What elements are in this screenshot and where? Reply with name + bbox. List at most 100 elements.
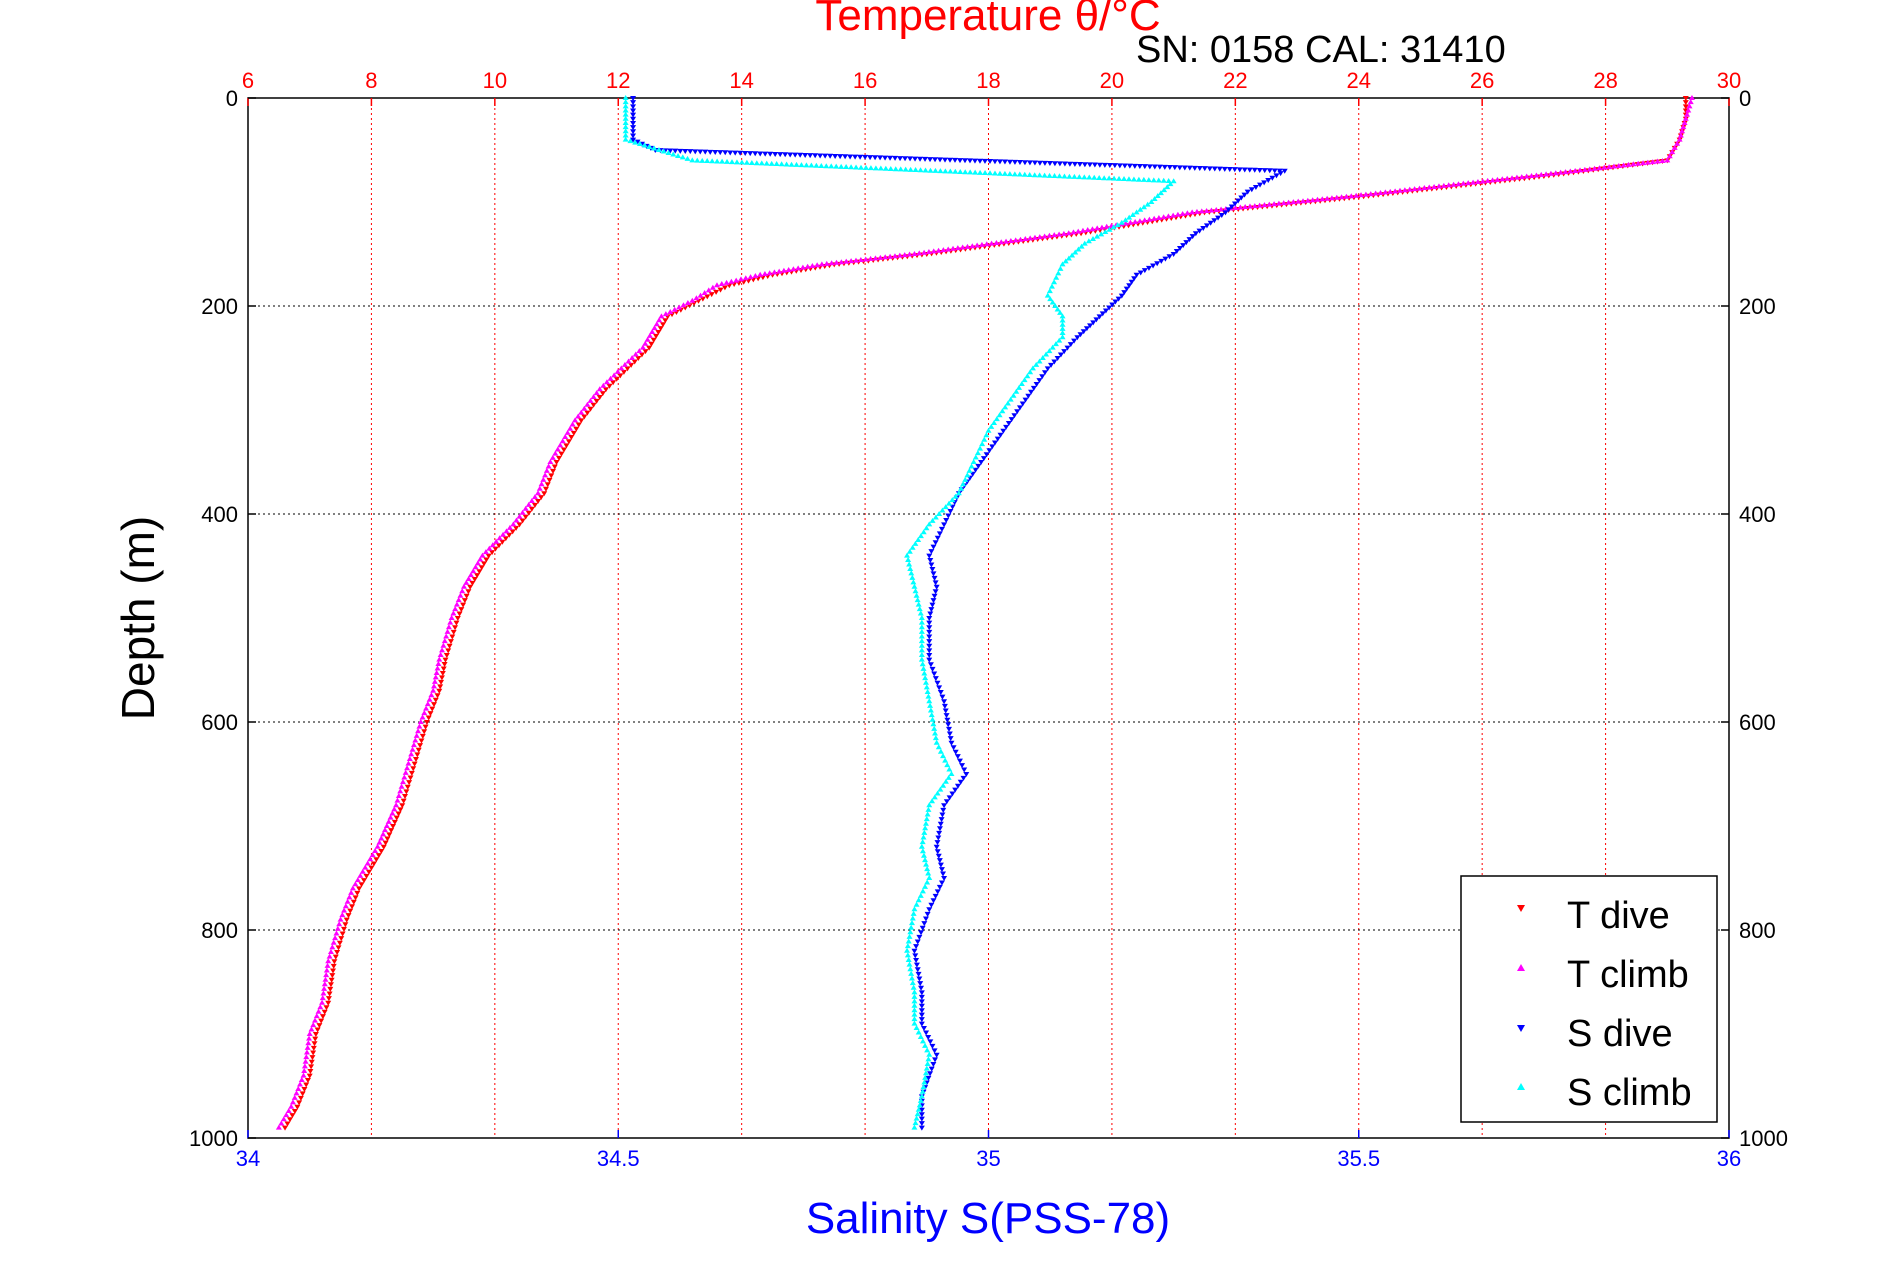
data-point xyxy=(922,675,929,681)
data-point xyxy=(1681,119,1688,125)
y-axis-label: Depth (m) xyxy=(112,516,164,720)
data-point xyxy=(768,160,775,166)
data-point xyxy=(728,278,735,284)
data-point xyxy=(892,166,899,172)
data-point xyxy=(1087,323,1094,329)
data-point xyxy=(1089,235,1096,241)
data-point xyxy=(792,152,799,158)
data-point xyxy=(694,157,701,163)
data-point xyxy=(1226,166,1233,172)
data-point xyxy=(1669,149,1676,155)
data-point xyxy=(1126,283,1133,289)
data-point xyxy=(788,161,795,167)
data-point xyxy=(916,976,923,982)
data-point xyxy=(931,725,938,731)
data-point xyxy=(862,164,869,170)
data-point xyxy=(449,634,456,640)
data-point xyxy=(404,765,411,771)
data-point xyxy=(907,156,914,162)
data-point xyxy=(928,607,935,613)
data-point xyxy=(925,693,932,699)
data-point xyxy=(622,103,629,109)
data-point xyxy=(1682,104,1689,110)
data-point xyxy=(809,263,816,268)
data-point xyxy=(991,159,998,165)
data-point xyxy=(914,939,921,945)
data-point xyxy=(1170,252,1177,257)
data-point xyxy=(646,345,653,351)
data-point xyxy=(1528,173,1535,178)
data-point xyxy=(1003,424,1010,430)
tick-label-depth-left: 400 xyxy=(201,502,238,527)
data-point xyxy=(1484,177,1491,183)
data-point xyxy=(912,588,919,594)
data-point xyxy=(1235,198,1242,204)
data-point xyxy=(352,881,359,887)
data-point xyxy=(1251,167,1258,173)
data-point xyxy=(370,861,377,867)
data-point xyxy=(308,1026,315,1032)
data-point xyxy=(1295,198,1302,204)
data-point xyxy=(469,580,476,586)
data-point xyxy=(318,1018,325,1024)
data-point xyxy=(1121,176,1128,182)
data-point xyxy=(1186,165,1193,171)
data-point xyxy=(882,254,889,260)
data-point xyxy=(275,1124,282,1130)
data-point xyxy=(320,990,327,996)
data-point xyxy=(942,778,949,784)
data-point xyxy=(334,925,341,931)
data-point xyxy=(738,159,745,165)
data-point xyxy=(428,692,435,698)
data-point xyxy=(752,272,759,278)
data-point xyxy=(948,771,955,776)
data-point xyxy=(1333,194,1340,200)
data-point xyxy=(944,762,951,768)
data-point xyxy=(445,624,452,630)
data-point xyxy=(667,148,674,154)
data-point xyxy=(858,164,865,170)
data-point xyxy=(986,448,993,454)
data-point xyxy=(1057,265,1064,271)
data-point xyxy=(630,125,637,131)
data-point xyxy=(930,898,937,904)
data-point xyxy=(945,722,952,728)
data-point xyxy=(1174,211,1181,217)
data-point xyxy=(294,1104,301,1110)
data-point xyxy=(927,1039,934,1045)
data-point xyxy=(419,733,426,739)
data-point xyxy=(493,538,500,544)
data-point xyxy=(1581,166,1588,172)
data-point xyxy=(618,365,625,371)
data-point xyxy=(584,410,591,416)
data-point xyxy=(399,803,406,809)
data-point xyxy=(936,858,943,864)
data-point xyxy=(1615,162,1622,168)
data-point xyxy=(1098,224,1105,230)
data-point xyxy=(918,1121,925,1127)
data-point xyxy=(917,981,924,987)
data-point xyxy=(1201,166,1208,172)
data-point xyxy=(1025,393,1032,399)
data-point xyxy=(1011,171,1018,177)
data-point xyxy=(404,784,411,790)
data-point xyxy=(959,244,966,250)
data-point xyxy=(427,711,434,717)
data-point xyxy=(911,1016,918,1022)
data-point xyxy=(918,843,925,849)
data-point xyxy=(1440,182,1447,188)
data-point xyxy=(1106,226,1113,232)
data-point xyxy=(944,717,951,723)
data-point xyxy=(675,152,682,158)
data-point xyxy=(941,876,948,881)
data-point xyxy=(1271,168,1278,174)
data-point xyxy=(933,584,940,590)
data-point xyxy=(1218,206,1225,212)
data-point xyxy=(828,260,835,266)
data-point xyxy=(931,1048,938,1054)
data-point xyxy=(1090,320,1097,326)
data-point xyxy=(291,1108,298,1114)
data-point xyxy=(918,1021,925,1027)
data-point xyxy=(926,907,933,913)
data-point xyxy=(1039,355,1046,360)
